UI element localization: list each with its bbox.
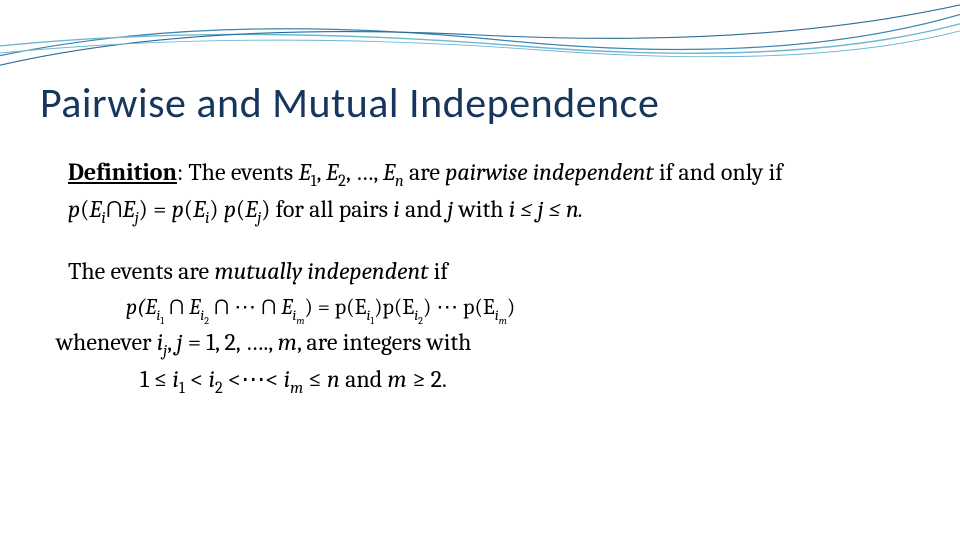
slide-content: Pairwise and Mutual Independence Definit… bbox=[40, 78, 920, 401]
slide-body: Definition: The events E1, E2, …, En are… bbox=[40, 157, 920, 395]
swoosh-path-1 bbox=[0, 5, 960, 60]
swoosh-path-2 bbox=[0, 15, 960, 53]
whenever-line: whenever ij, j = 1, 2, …., m, are intege… bbox=[56, 327, 920, 358]
mutual-term: mutually independent bbox=[214, 257, 428, 285]
pairwise-term: pairwise independent bbox=[445, 158, 653, 186]
slide-title: Pairwise and Mutual Independence bbox=[40, 78, 920, 129]
definition-label: Definition bbox=[68, 158, 177, 186]
swoosh-path-4 bbox=[0, 22, 960, 57]
definition-line-1: Definition: The events E1, E2, …, En are… bbox=[68, 157, 920, 188]
header-swoosh bbox=[0, 0, 960, 90]
mutual-line: The events are mutually independent if bbox=[68, 256, 920, 287]
mutual-formula: p(Ei1 ∩ Ei2 ∩ ⋯ ∩ Eim) = p(Ei1)p(Ei2) ⋯ … bbox=[68, 293, 920, 321]
constraint-line: 1 ≤ i1 < i2 <⋯< im ≤ n and m ≥ 2. bbox=[68, 364, 920, 395]
swoosh-path-3 bbox=[0, 0, 960, 70]
definition-line-2: p(Ei∩Ej) = p(Ei) p(Ej) for all pairs i a… bbox=[68, 194, 920, 225]
